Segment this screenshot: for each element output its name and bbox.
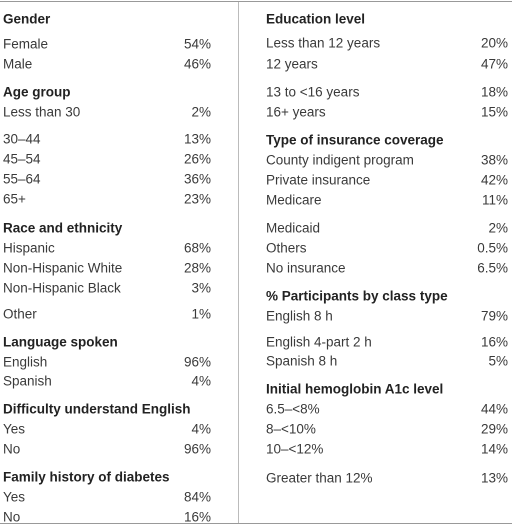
row-value: 23%	[184, 192, 211, 207]
row-label: 16+ years	[266, 105, 326, 120]
row-label: County indigent program	[266, 153, 414, 168]
row-label: Greater than 12%	[266, 471, 373, 486]
row-value: 14%	[481, 442, 508, 457]
row-label: Spanish	[3, 374, 52, 389]
row-value: 0.5%	[477, 241, 508, 256]
row-value: 13%	[184, 132, 211, 147]
section-title: Age group	[3, 85, 71, 100]
row-label: 12 years	[266, 57, 318, 72]
row-value: 6.5%	[477, 261, 508, 276]
row-label: Others	[266, 241, 307, 256]
section-title: Difficulty understand English	[3, 402, 191, 417]
row-value: 5%	[488, 354, 508, 369]
row-label: Less than 12 years	[266, 36, 380, 51]
row-label: English	[3, 355, 47, 370]
row-value: 18%	[481, 85, 508, 100]
row-value: 96%	[184, 355, 211, 370]
section-title: % Participants by class type	[266, 289, 448, 304]
row-label: No	[3, 510, 20, 525]
row-value: 2%	[191, 105, 211, 120]
row-value: 84%	[184, 490, 211, 505]
row-value: 16%	[184, 510, 211, 525]
row-label: 6.5–<8%	[266, 402, 320, 417]
row-label: Male	[3, 57, 32, 72]
section-title: Language spoken	[3, 335, 118, 350]
section-title: Gender	[3, 12, 51, 27]
row-value: 42%	[481, 173, 508, 188]
section-title: Initial hemoglobin A1c level	[266, 382, 443, 397]
section-title: Family history of diabetes	[3, 470, 170, 485]
row-label: Private insurance	[266, 173, 370, 188]
row-value: 46%	[184, 57, 211, 72]
row-value: 13%	[481, 471, 508, 486]
row-label: Non-Hispanic White	[3, 261, 122, 276]
row-value: 26%	[184, 152, 211, 167]
row-value: 4%	[191, 422, 211, 437]
row-label: Medicaid	[266, 221, 320, 236]
row-label: Yes	[3, 490, 25, 505]
row-label: 30–44	[3, 132, 41, 147]
row-value: 15%	[481, 105, 508, 120]
row-label: Less than 30	[3, 105, 80, 120]
row-value: 29%	[481, 422, 508, 437]
row-label: English 4-part 2 h	[266, 335, 372, 350]
row-value: 36%	[184, 172, 211, 187]
row-label: No insurance	[266, 261, 346, 276]
row-value: 16%	[481, 335, 508, 350]
row-label: 45–54	[3, 152, 41, 167]
row-label: 55–64	[3, 172, 41, 187]
row-value: 38%	[481, 153, 508, 168]
row-label: English 8 h	[266, 309, 333, 324]
row-label: Medicare	[266, 193, 322, 208]
row-value: 20%	[481, 36, 508, 51]
row-value: 68%	[184, 241, 211, 256]
row-label: No	[3, 442, 20, 457]
row-value: 1%	[191, 307, 211, 322]
row-value: 47%	[481, 57, 508, 72]
row-label: Female	[3, 37, 48, 52]
row-value: 54%	[184, 37, 211, 52]
row-value: 3%	[191, 281, 211, 296]
row-label: Other	[3, 307, 37, 322]
row-label: Yes	[3, 422, 25, 437]
row-label: Spanish 8 h	[266, 354, 337, 369]
row-label: 13 to <16 years	[266, 85, 360, 100]
row-value: 79%	[481, 309, 508, 324]
row-label: Hispanic	[3, 241, 55, 256]
row-value: 4%	[191, 374, 211, 389]
row-value: 96%	[184, 442, 211, 457]
row-value: 44%	[481, 402, 508, 417]
section-title: Race and ethnicity	[3, 221, 123, 236]
row-label: 10–<12%	[266, 442, 323, 457]
row-value: 11%	[482, 193, 508, 208]
section-title: Type of insurance coverage	[266, 133, 444, 148]
row-value: 2%	[488, 221, 508, 236]
row-label: Non-Hispanic Black	[3, 281, 121, 296]
section-title: Education level	[266, 12, 365, 27]
row-label: 65+	[3, 192, 26, 207]
row-label: 8–<10%	[266, 422, 316, 437]
row-value: 28%	[184, 261, 211, 276]
